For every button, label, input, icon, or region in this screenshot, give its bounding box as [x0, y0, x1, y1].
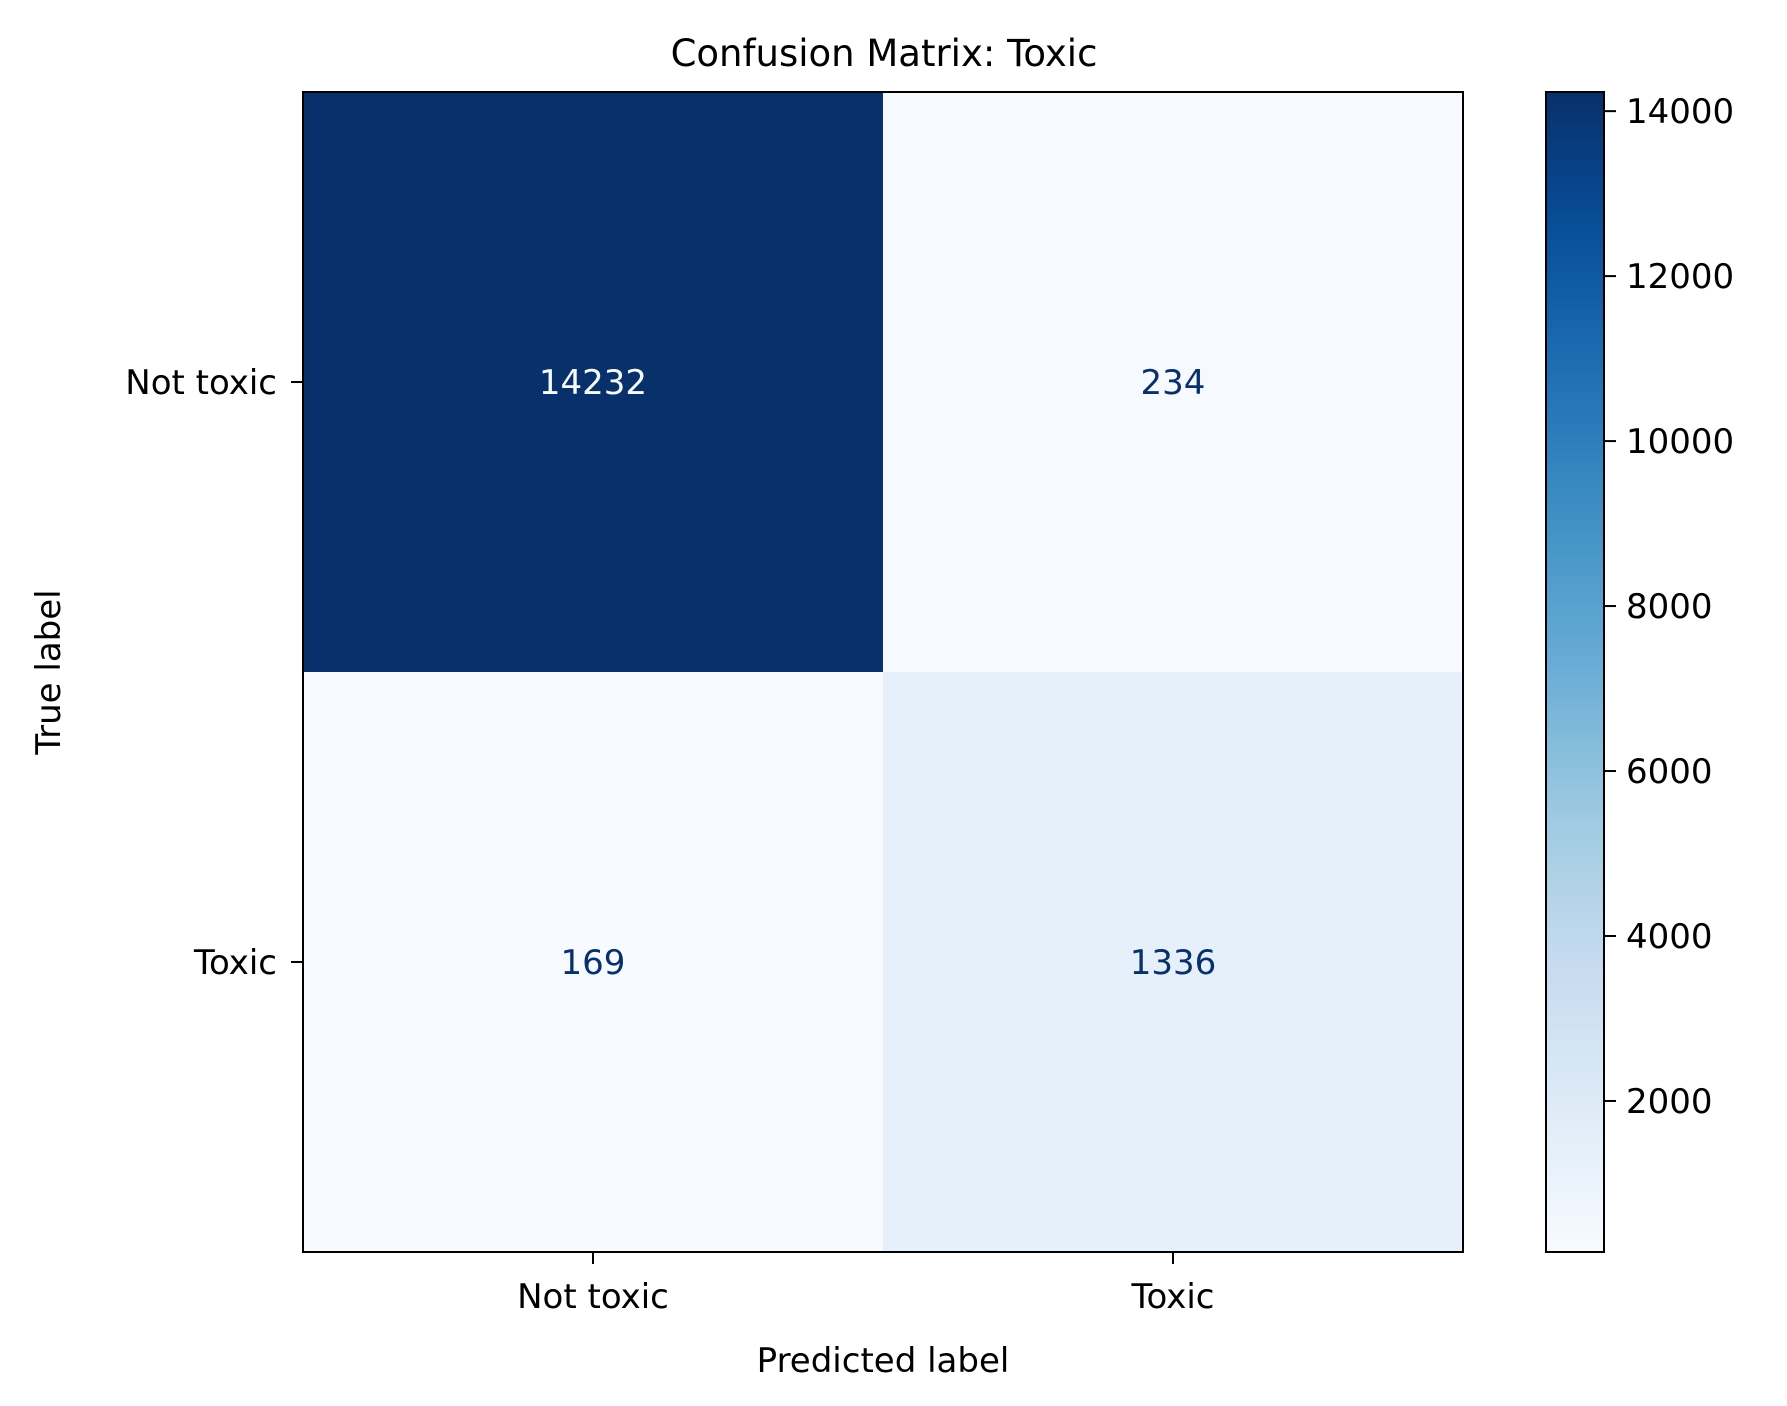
y-axis-label: True label [29, 589, 69, 755]
cell-value-label: 14232 [539, 363, 647, 403]
colorbar-tick-label: 14000 [1626, 92, 1734, 132]
cell-value-label: 1336 [1130, 943, 1217, 983]
colorbar-tick-label: 10000 [1626, 422, 1734, 462]
colorbar-frame [1545, 91, 1605, 1253]
x-axis: Not toxic Toxic [517, 1252, 1215, 1317]
colorbar-ticks: 2000 4000 6000 8000 10000 12000 14000 [1604, 92, 1734, 1122]
x-axis-label: Predicted label [757, 1341, 1010, 1381]
cell-value-label: 169 [561, 943, 626, 983]
y-axis: Not toxic Toxic [125, 363, 303, 983]
colorbar-tick-label: 2000 [1626, 1082, 1713, 1122]
colorbar-tick-label: 6000 [1626, 752, 1713, 792]
colorbar-tick-label: 4000 [1626, 917, 1713, 957]
heatmap-cell [303, 92, 884, 673]
heatmap-cells [303, 92, 1464, 1253]
colorbar-tick-label: 8000 [1626, 587, 1713, 627]
plot-frame [302, 91, 1464, 1253]
cell-value-labels: 14232 234 169 1336 [539, 363, 1216, 983]
cell-value-label: 234 [1141, 363, 1206, 403]
chart-title: Confusion Matrix: Toxic [671, 32, 1098, 75]
heatmap-cell [883, 672, 1464, 1253]
heatmap-cell [303, 672, 884, 1253]
y-tick-label: Not toxic [125, 363, 277, 403]
x-tick-label: Not toxic [517, 1277, 669, 1317]
colorbar-tick-label: 12000 [1626, 257, 1734, 297]
y-tick-label: Toxic [193, 943, 277, 983]
heatmap-cell [883, 92, 1464, 673]
colorbar [1546, 92, 1604, 1252]
x-tick-label: Toxic [1130, 1277, 1214, 1317]
